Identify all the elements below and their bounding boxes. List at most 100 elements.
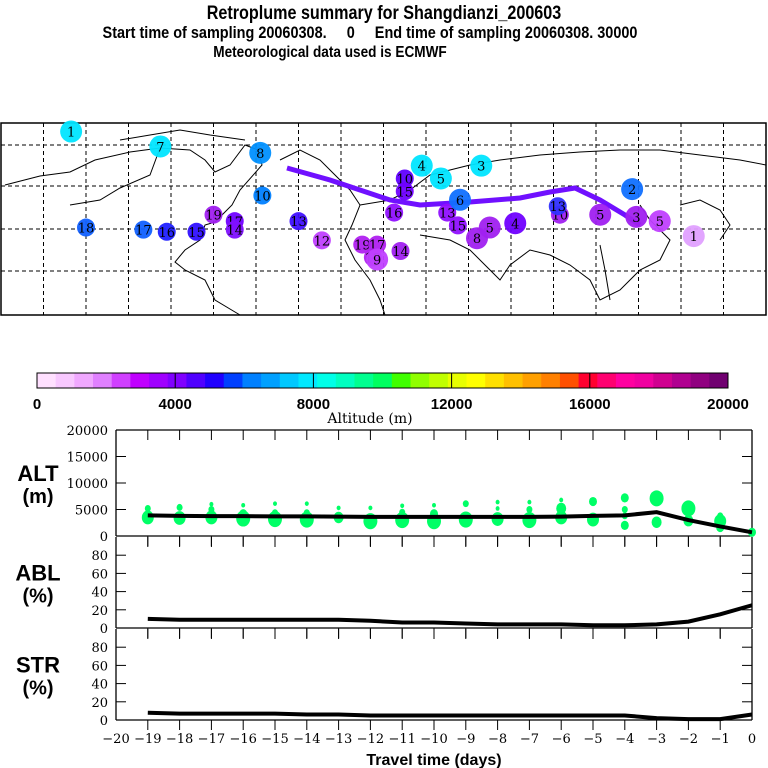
plume-cluster: [621, 178, 644, 201]
plume-cluster-label: 14: [226, 224, 243, 239]
plume-cluster: [60, 120, 83, 143]
plume-cluster-label: 17: [135, 224, 152, 239]
plume-cluster: [253, 186, 272, 205]
plume-cluster-label: 8: [256, 147, 264, 162]
plume-cluster-label: 3: [632, 211, 640, 226]
x-tick-label: −5: [583, 732, 602, 747]
altitude-scatter-point: [522, 512, 537, 529]
y-tick-label: 80: [91, 549, 108, 564]
colorbar-tick-label: 4000: [159, 396, 192, 413]
altitude-scatter-point: [620, 493, 629, 503]
altitude-scatter-point: [458, 511, 473, 528]
altitude-scatter-point: [432, 502, 436, 508]
plume-cluster: [504, 212, 527, 235]
panel-series-line: [147, 710, 753, 722]
plume-cluster-label: 5: [596, 209, 604, 224]
plume-cluster: [395, 169, 414, 188]
colorbar-swatch: [55, 373, 75, 388]
colorbar-swatch: [447, 373, 468, 388]
y-tick-label: 0: [100, 530, 108, 545]
colorbar-swatch: [429, 373, 449, 388]
altitude-scatter-point: [620, 520, 629, 531]
altitude-scatter-point: [304, 501, 309, 506]
y-tick-label: 15000: [67, 451, 108, 466]
plume-cluster: [410, 154, 433, 177]
colorbar-swatch: [541, 373, 561, 388]
coastline: [279, 149, 386, 316]
altitude-scatter-point: [173, 511, 186, 525]
x-tick-label: −14: [293, 732, 320, 747]
plume-cluster: [429, 167, 452, 190]
plume-cluster-label: 6: [456, 194, 464, 209]
coastline: [599, 244, 611, 301]
colorbar-swatch: [597, 373, 617, 388]
y-tick-label: 40: [91, 586, 108, 601]
plume-cluster-label: 15: [188, 226, 205, 241]
colorbar-swatch: [317, 373, 337, 388]
plume-cluster-label: 9: [373, 254, 381, 269]
plume-cluster-label: 16: [386, 207, 403, 222]
plume-cluster: [366, 248, 389, 271]
plume-cluster-label: 10: [254, 190, 271, 205]
colorbar-swatch: [522, 373, 542, 388]
plume-cluster-label: 14: [392, 245, 409, 260]
altitude-scatter-point: [268, 510, 282, 528]
colorbar-swatch: [186, 373, 206, 388]
altitude-scatter-point: [462, 500, 469, 508]
altitude-scatter-point: [495, 506, 500, 511]
met-data-note: Meteorological data used is ECMWF: [213, 44, 447, 61]
altitude-scatter-point: [273, 501, 277, 506]
plume-cluster-label: 19: [205, 209, 222, 224]
colorbar-swatch: [242, 373, 262, 388]
y-tick-label: 20: [91, 604, 108, 619]
plume-cluster: [478, 216, 501, 239]
plume-cluster: [438, 203, 457, 222]
plume-cluster: [149, 135, 172, 158]
plume-cluster: [134, 220, 153, 239]
colorbar-swatch: [485, 373, 505, 388]
colorbar-swatch: [653, 373, 673, 388]
plume-cluster: [589, 203, 612, 226]
altitude-scatter-point: [621, 506, 628, 513]
x-tick-label: −11: [388, 732, 415, 747]
plume-cluster-label: 1: [690, 230, 698, 245]
altitude-scatter-point: [299, 511, 314, 528]
x-tick-label: −1: [711, 732, 730, 747]
plume-cluster-label: 13: [290, 215, 307, 230]
plume-cluster: [77, 218, 95, 237]
x-tick-label: −15: [261, 732, 288, 747]
colorbar-tick-label: 0: [33, 396, 41, 413]
plume-cluster-label: 7: [156, 140, 164, 155]
plume-cluster-label: 4: [418, 160, 426, 175]
y-tick-label: 60: [91, 659, 108, 674]
y-tick-label: 20: [91, 696, 108, 711]
x-tick-label: −20: [102, 732, 129, 747]
plume-cluster-label: 15: [450, 219, 467, 234]
plume-cluster: [395, 182, 414, 201]
plume-cluster: [353, 235, 372, 254]
panel-ylabel: ABL: [15, 561, 60, 586]
panel-series-line: [147, 603, 753, 628]
plume-cluster: [312, 231, 331, 250]
altitude-scatter-point: [236, 510, 251, 527]
y-tick-label: 80: [91, 641, 108, 656]
altitude-scatter-point: [241, 502, 246, 508]
plume-cluster-label: 3: [477, 160, 485, 175]
colorbar-swatch: [205, 373, 225, 388]
plume-cluster-label: 5: [656, 215, 664, 230]
plume-cluster: [249, 141, 272, 164]
colorbar-swatch: [634, 373, 654, 388]
altitude-scatter-point: [368, 505, 373, 511]
x-tick-label: −3: [647, 732, 666, 747]
x-tick-label: −7: [520, 732, 539, 747]
altitude-scatter-point: [589, 496, 597, 507]
altitude-scatter-point: [649, 490, 664, 507]
panel-ylabel-units: (m): [22, 486, 53, 508]
y-tick-label: 60: [91, 567, 108, 582]
plume-cluster-label: 5: [437, 172, 445, 187]
y-tick-label: 0: [100, 714, 108, 729]
plume-cluster-label: 18: [78, 222, 95, 237]
x-tick-label: −13: [325, 732, 352, 747]
